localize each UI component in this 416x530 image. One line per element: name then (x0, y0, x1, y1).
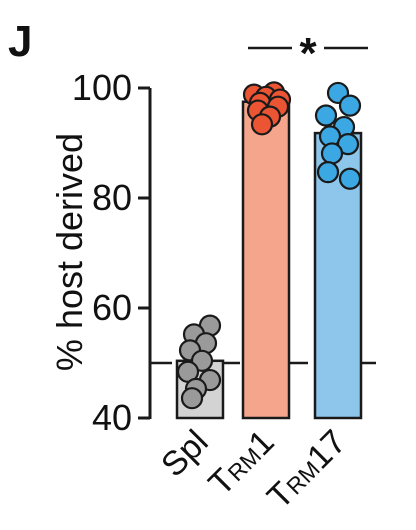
significance-star: * (299, 29, 317, 78)
bar (241, 100, 291, 420)
y-axis: 40 60 80 100 (72, 67, 152, 438)
y-tick-label: 60 (92, 287, 132, 328)
significance-bracket: * (248, 29, 368, 78)
y-axis-title: % host derived (49, 133, 90, 371)
data-point (338, 167, 362, 190)
y-tick-label: 40 (92, 397, 132, 438)
data-point (336, 133, 360, 156)
data-point (250, 113, 274, 136)
y-tick-label: 80 (92, 177, 132, 218)
data-point (316, 161, 340, 184)
y-tick-label: 100 (72, 67, 132, 108)
data-point (180, 387, 204, 410)
panel-label: J (8, 17, 32, 66)
bars-layer (175, 100, 363, 420)
x-tick-label: TRM17 (260, 423, 354, 517)
points-layer (176, 81, 362, 410)
data-point (338, 94, 362, 117)
data-point (320, 142, 344, 165)
data-point (314, 104, 338, 127)
